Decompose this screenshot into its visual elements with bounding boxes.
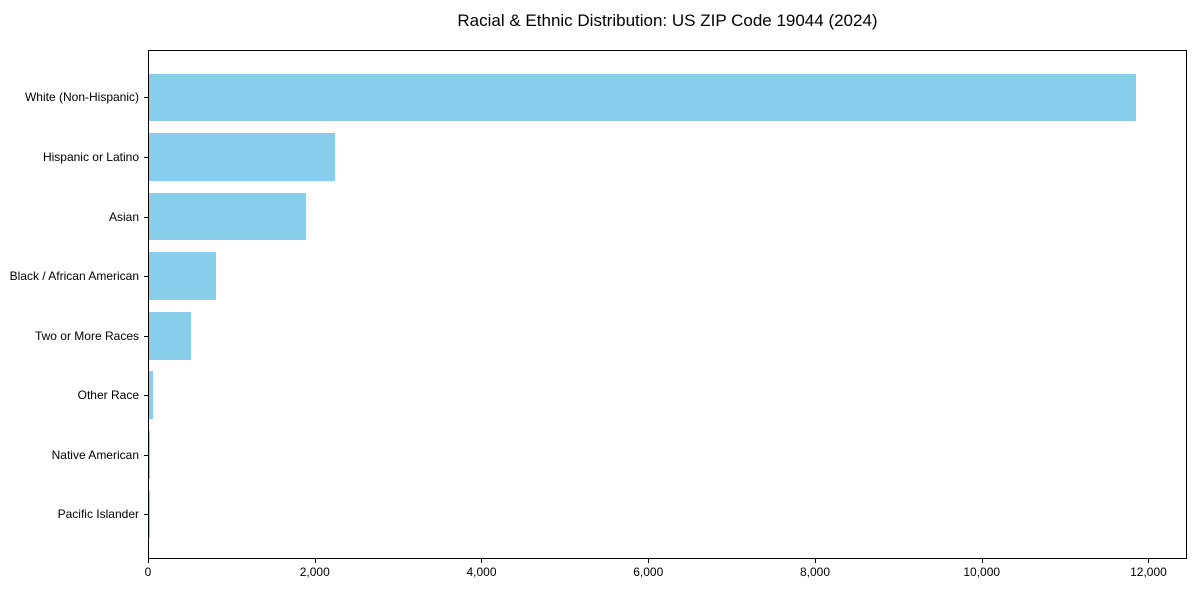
- y-tick-mark: [144, 395, 148, 397]
- y-tick-label: Pacific Islander: [57, 507, 139, 522]
- bar: [149, 371, 153, 420]
- y-tick-label: Black / African American: [9, 269, 139, 284]
- y-tick-label: Other Race: [77, 388, 139, 403]
- plot-area: [148, 50, 1187, 559]
- y-tick-label: Two or More Races: [34, 328, 139, 343]
- bar: [149, 73, 1137, 122]
- bar: [149, 133, 335, 181]
- y-tick-mark: [144, 335, 148, 337]
- y-tick-mark: [144, 276, 148, 278]
- y-tick-mark: [144, 157, 148, 159]
- x-tick-label: 0: [144, 565, 152, 579]
- x-tick-label: 6,000: [633, 565, 664, 579]
- y-tick-mark: [144, 454, 148, 456]
- y-tick-mark: [144, 514, 148, 516]
- y-tick-label: White (Non-Hispanic): [24, 90, 139, 105]
- bar: [149, 431, 150, 479]
- y-tick-mark: [144, 97, 148, 99]
- x-tick-label: 10,000: [963, 565, 1001, 579]
- x-tick-mark: [314, 559, 316, 563]
- x-tick-mark: [648, 559, 650, 563]
- bar: [149, 252, 217, 300]
- x-tick-mark: [481, 559, 483, 563]
- x-tick-label: 12,000: [1130, 565, 1167, 579]
- y-tick-label: Asian: [108, 209, 139, 224]
- x-tick-label: 4,000: [466, 565, 497, 579]
- y-tick-label: Hispanic or Latino: [42, 150, 139, 165]
- x-tick-mark: [1148, 559, 1150, 563]
- x-tick-mark: [148, 559, 149, 563]
- bar: [149, 311, 191, 360]
- x-tick-mark: [981, 559, 983, 563]
- x-tick-label: 8,000: [799, 565, 830, 579]
- chart-title: Racial & Ethnic Distribution: US ZIP Cod…: [457, 11, 878, 30]
- x-tick-mark: [814, 559, 816, 563]
- bar: [149, 192, 306, 241]
- x-tick-label: 2,000: [299, 565, 330, 579]
- y-tick-label: Native American: [51, 447, 139, 462]
- y-tick-mark: [144, 216, 148, 218]
